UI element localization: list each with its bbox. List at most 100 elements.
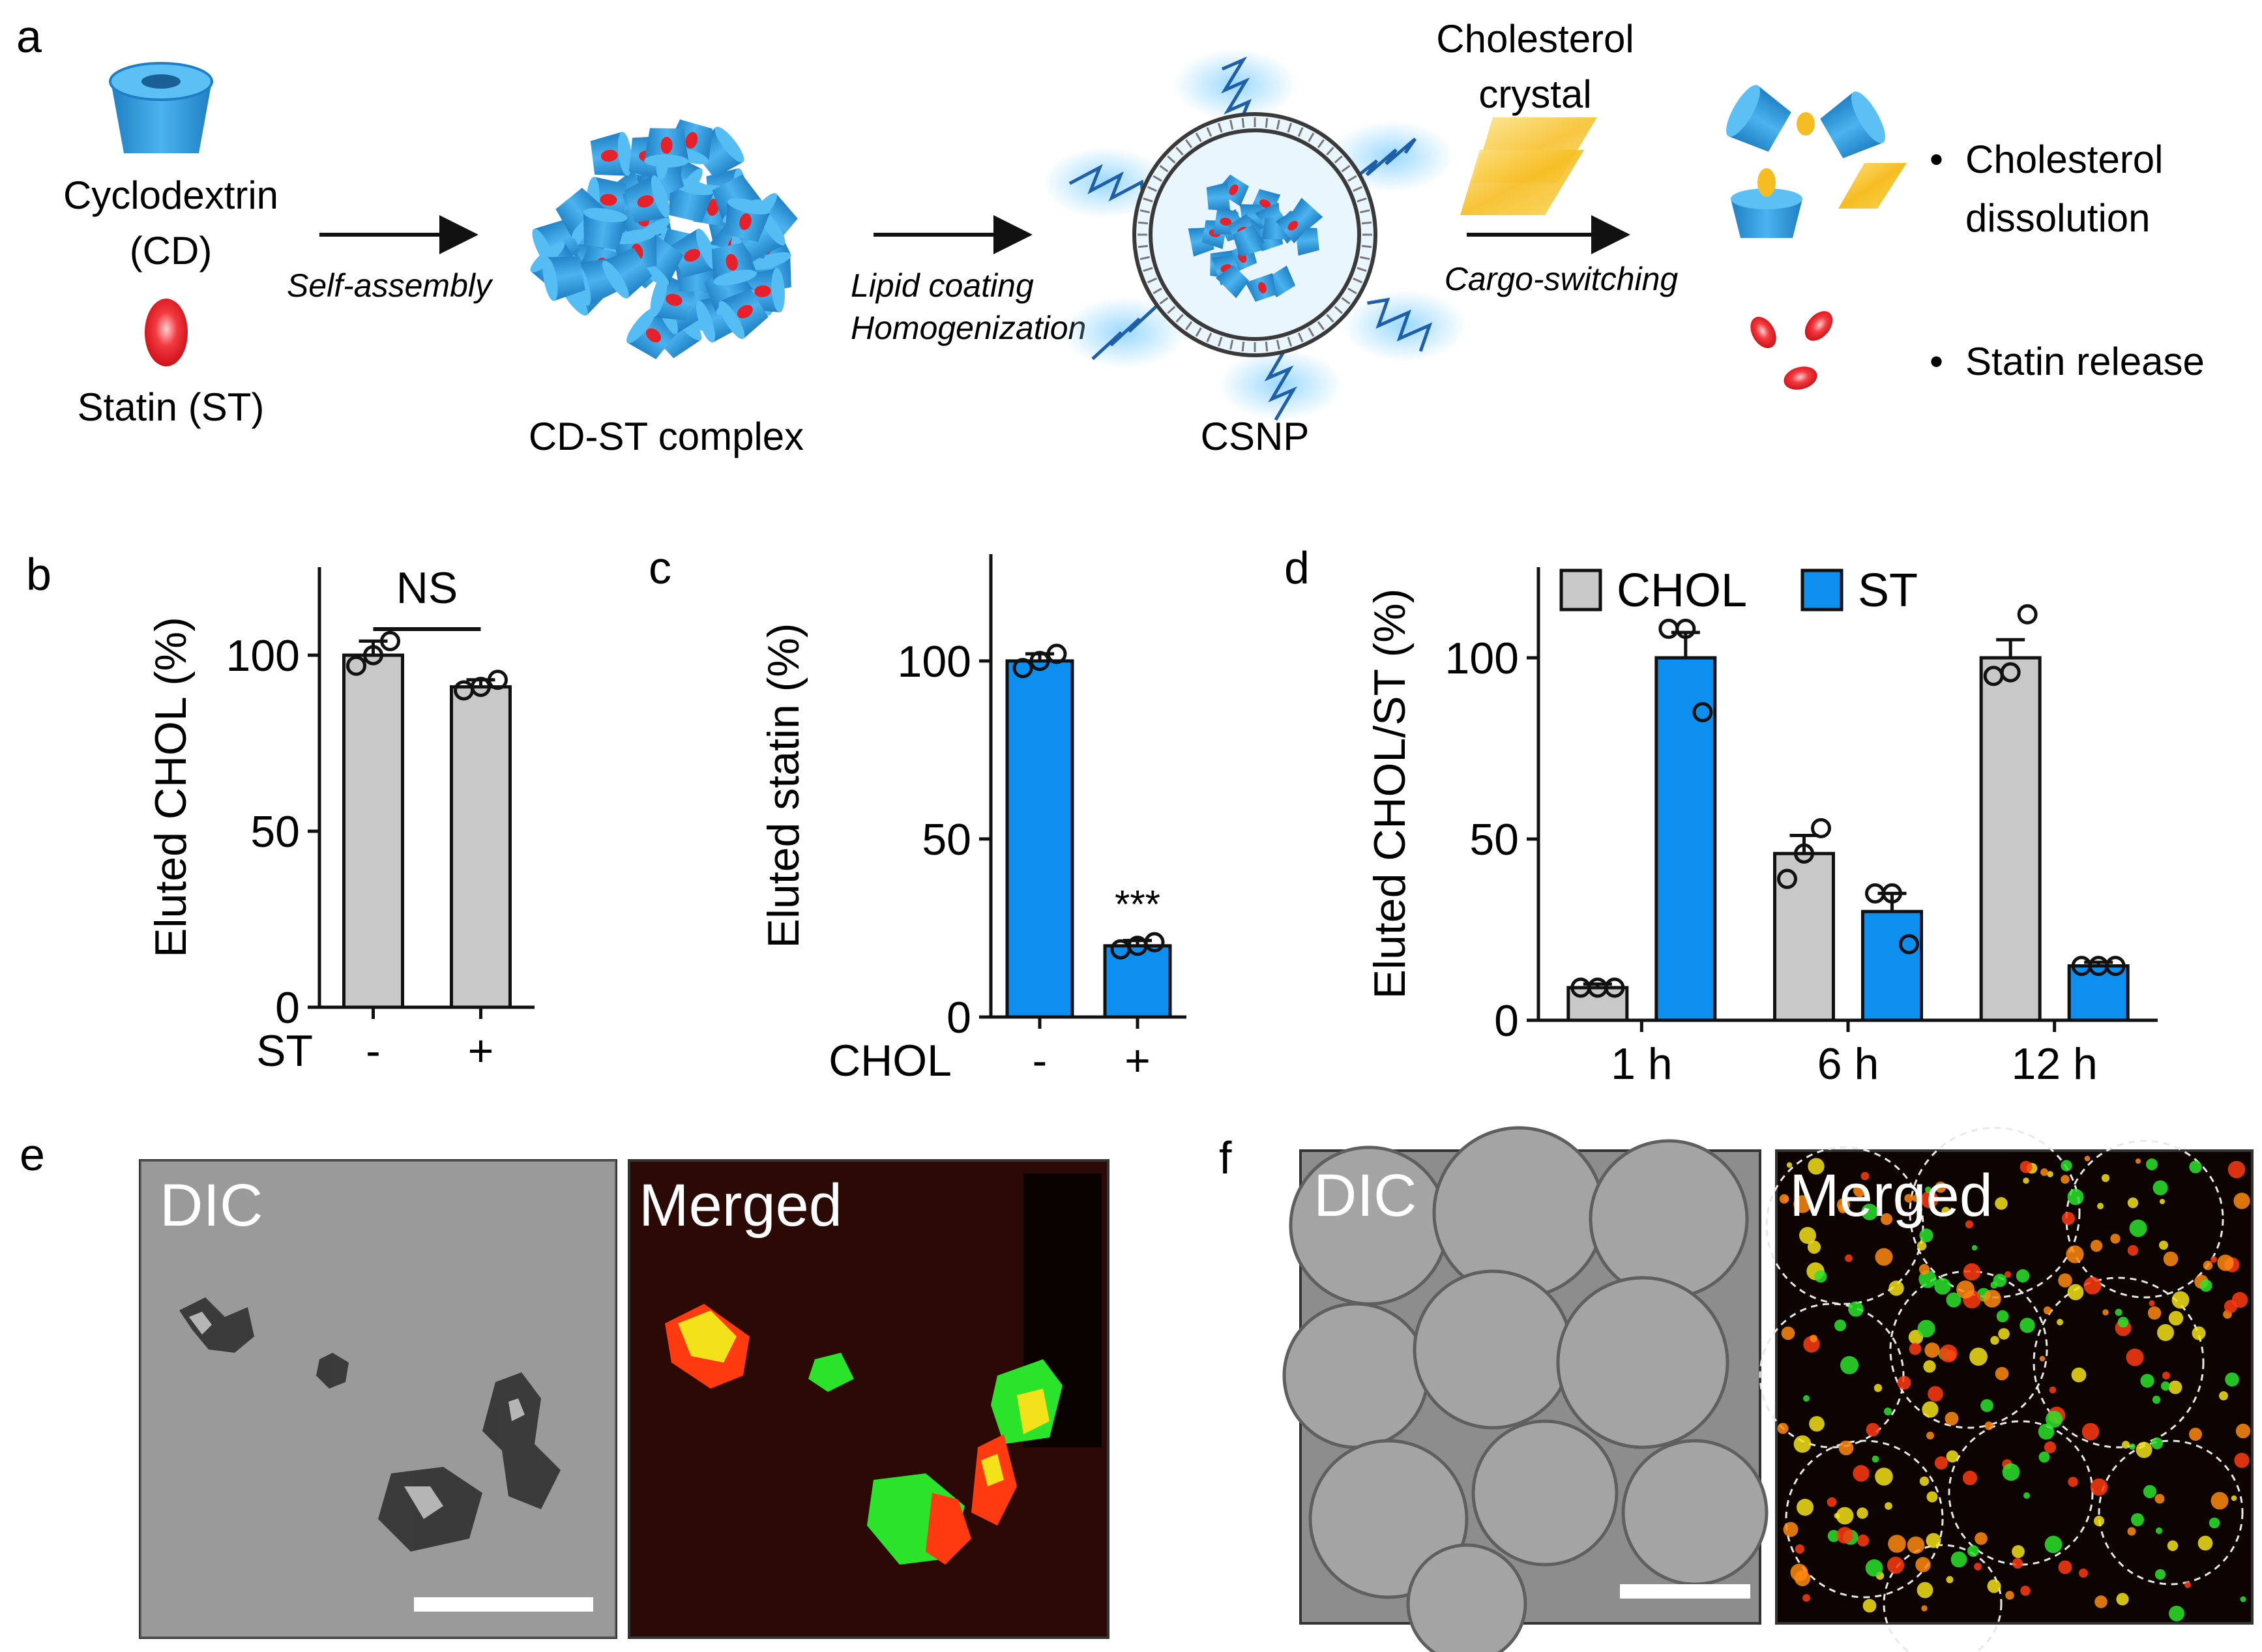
x-tick-label: 12 h [2011,1039,2097,1089]
fluorescence-spot [1922,1401,1939,1418]
fluorescence-spot [2140,1374,2154,1388]
fluorescence-spot [1860,1172,1870,1181]
fluorescence-spot [1840,1356,1858,1374]
x-tick-label: + [1124,1036,1151,1085]
fluorescence-spot [1861,1203,1878,1220]
fluorescence-spot [1950,1551,1967,1568]
fluorescence-spot [1918,1263,1930,1275]
fluorescence-spot [1807,1240,1821,1254]
fluorescence-spot [1853,1184,1866,1197]
lipid-tail [1241,117,1245,128]
fluorescence-spot [2149,1300,2155,1306]
fluorescence-spot [1980,1399,1993,1412]
lipid-tail [1265,117,1269,128]
fluorescence-spot [1956,1280,1975,1299]
data-point [471,677,491,698]
data-point [363,645,383,666]
fluorescence-spot [1928,1386,1943,1402]
fluorescence-spot [1802,1594,1810,1602]
lipid-tail [1287,336,1293,347]
fluorescence-spot [1857,1507,1868,1519]
step2-label-1: Lipid coating [851,267,1034,304]
cell [1471,1419,1619,1567]
fluorescence-spot [2127,1527,2136,1536]
fluorescence-spot [1963,1263,1981,1281]
fluorescence-spot [2067,1284,2084,1301]
fluorescence-spot [1853,1465,1870,1482]
fluorescence-spot [1934,1456,1948,1470]
fluorescence-spot [1857,1534,1870,1547]
fluorescence-spot [2094,1516,2104,1526]
e-dic-label: DIC [160,1172,263,1239]
fluorescence-spot [2240,1596,2246,1602]
x-tick-label: + [468,1026,494,1076]
fluorescence-spot [1974,1563,1982,1571]
lipid-tail [1347,288,1357,295]
lipid-tail [1206,126,1212,137]
bar [450,685,512,1009]
lipid-tail [1143,267,1153,273]
fluorescence-spot [2126,1348,2144,1366]
fluorescence-spot [2231,1291,2248,1308]
fluorescence-spot [1888,1535,1906,1553]
x-tick-label: - [1033,1036,1048,1085]
fluorescence-spot [1923,1360,1936,1373]
scale-bar-f [1620,1584,1750,1599]
fluorescence-spot [1838,1440,1854,1456]
lipid-tail [1308,327,1315,337]
crystal-label-1: Cholesterol [1436,17,1634,61]
fluorescence-spot [1926,1432,1934,1439]
fluorescence-spot [2116,1593,2129,1606]
lipid-tail [1357,267,1367,273]
fluorescence-spot [1875,1468,1893,1486]
fluorescence-spot [1921,1605,1928,1612]
outcome-bullet-1: • [1930,138,1943,181]
data-point [488,670,508,690]
lipid-tail [1353,186,1363,192]
lipid-tail [1341,297,1351,305]
fluorescence-spot [1808,1158,1825,1175]
lipid-tail [1206,332,1212,343]
x-axis-label: CHOL [829,1036,952,1085]
fluorescence-spot [1995,1197,2008,1210]
fluorescence-spot [2023,1177,2029,1184]
peg-chain [1367,297,1433,352]
fluorescence-spot [2079,1569,2088,1578]
fluorescence-spot [1836,1507,1854,1525]
y-tick-label: 100 [226,631,300,681]
lipid-tail [1360,256,1370,260]
lipid-tail [1153,288,1162,295]
data-point [1658,619,1679,640]
fluorescence-spot [1885,1502,1892,1510]
fluorescence-spot [2209,1517,2220,1529]
fluorescence-spot [2044,1535,2063,1554]
data-point [1012,658,1033,679]
outcome-1a: Cholesterol [1965,138,2164,181]
cd-unit [602,247,653,299]
fluorescence-spot [2129,1443,2136,1450]
fluorescence-spot [2068,1477,2078,1487]
lipid-tail [1159,297,1169,305]
cyclodextrin-icon [109,62,213,153]
fluorescence-spot [2189,1160,2202,1173]
peg-chain [1068,164,1144,202]
fluorescence-spot [2004,1271,2012,1278]
fluorescence-spot [1946,1450,1959,1463]
cd-unit [725,198,771,243]
cell [1282,1302,1430,1449]
statin-icon [145,299,188,366]
fluorescence-spot [2049,1386,2057,1394]
lipid-tail [1175,147,1184,156]
micrograph-e-merged: Merged [628,1159,1109,1639]
fluorescence-spot [1834,1320,1846,1331]
lipid-tail [1217,336,1223,347]
fluorescence-spot [2168,1310,2184,1326]
significance-label: *** [1115,883,1160,926]
fluorescence-spot [1795,1544,1805,1554]
data-point [1777,868,1797,889]
y-tick-label: 50 [922,815,971,864]
panel-a: a Cyclodextrin (CD) Statin (ST) Self-ass… [16,11,2205,458]
fluorescence-spot [2094,1595,2108,1608]
lipid-tail [1317,139,1325,149]
lipid-tail [1347,175,1357,182]
